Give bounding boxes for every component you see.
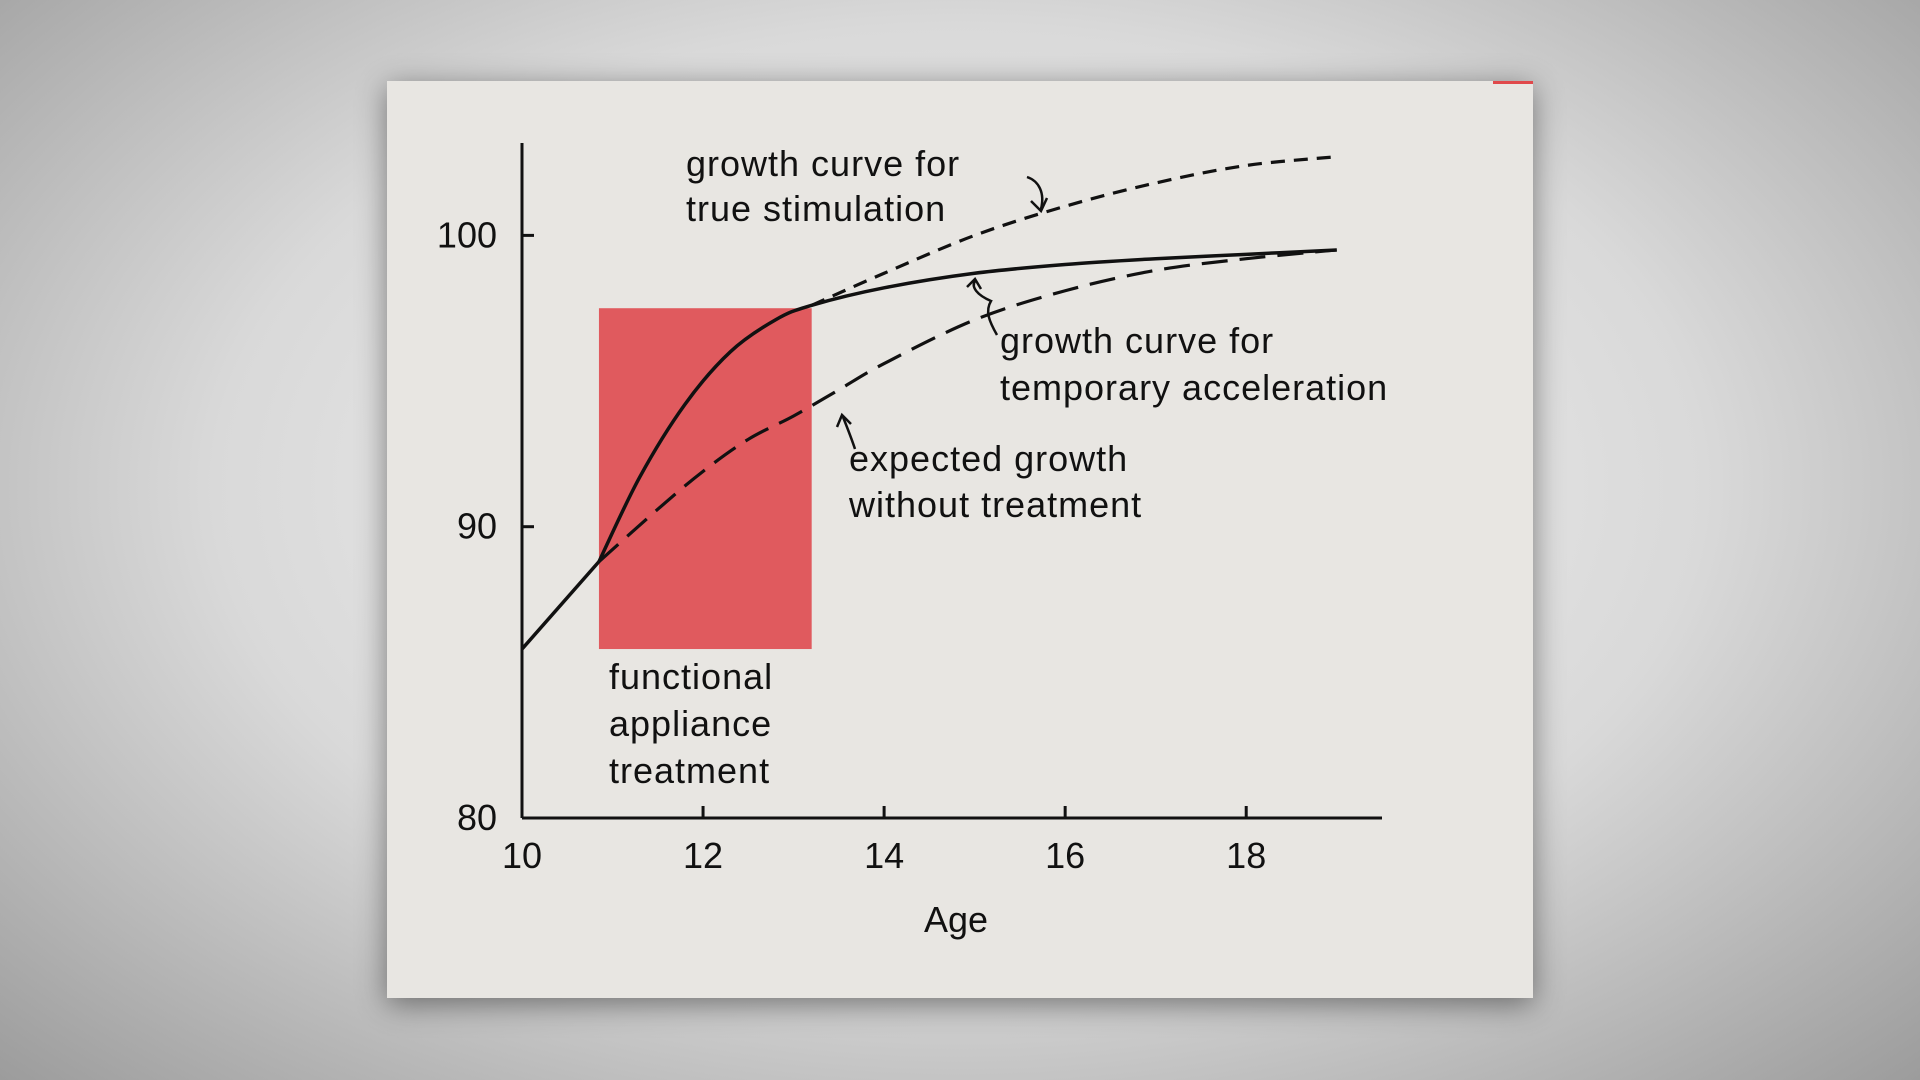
x-tick-label: 10 [502, 835, 542, 876]
temporary-arrowhead [966, 276, 983, 290]
x-axis-label: Age [924, 899, 988, 940]
treatment-period-region [598, 308, 812, 650]
series-line-base [520, 560, 601, 651]
y-tick-label: 100 [437, 214, 497, 255]
expected-arrowhead [835, 412, 852, 428]
expected-annotation: expected growth without treatment [848, 438, 1142, 525]
y-tick-label: 90 [457, 506, 497, 547]
x-tick-label: 12 [683, 835, 723, 876]
growth-chart: 10 12 14 16 18 80 90 100 Age growth curve for … [437, 143, 1388, 940]
stimulation-arrow [1026, 175, 1044, 210]
chart-card: 10 12 14 16 18 80 90 100 Age growth curve for … [387, 81, 1533, 998]
series-line-stimulation [811, 155, 1337, 307]
treatment-annotation: functional appliance treatment [609, 656, 784, 791]
series-layer [520, 155, 1337, 651]
y-axis-ticks: 80 90 100 [437, 214, 534, 838]
annotation-arrows [835, 175, 1049, 450]
expected-arrow [841, 416, 857, 450]
x-tick-label: 18 [1226, 835, 1266, 876]
series-line-actual [597, 248, 1337, 563]
x-tick-label: 16 [1045, 835, 1085, 876]
series-line-expected [597, 248, 1337, 563]
stimulation-arrowhead [1030, 197, 1049, 214]
x-tick-label: 14 [864, 835, 904, 876]
temporary-annotation: growth curve for temporary acceleration [1000, 320, 1388, 408]
y-tick-label: 80 [457, 797, 497, 838]
x-axis-ticks: 10 12 14 16 18 [502, 806, 1266, 876]
stimulation-annotation: growth curve for true stimulation [686, 143, 971, 229]
temporary-arrow [972, 280, 999, 336]
